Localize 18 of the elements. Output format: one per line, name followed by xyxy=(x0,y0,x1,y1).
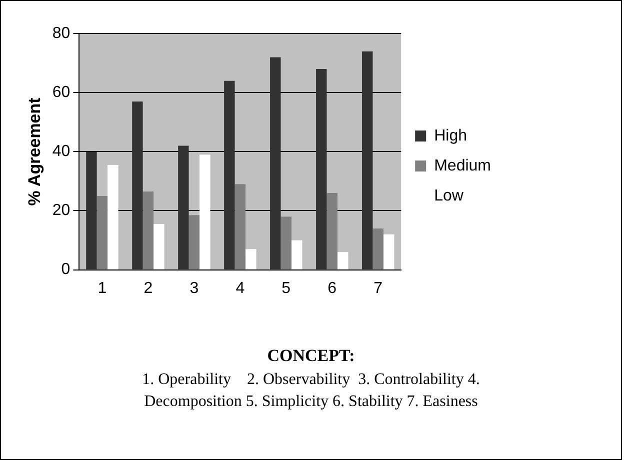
y-tick-label: 60 xyxy=(52,84,70,102)
text: Low xyxy=(434,187,464,204)
legend-label: Medium xyxy=(434,157,491,174)
x-axis-title: CONCEPT: xyxy=(266,346,356,366)
y-tick-label: 20 xyxy=(52,202,70,220)
x-tick-label: 4 xyxy=(236,280,245,297)
x-tick-label: 1 xyxy=(98,280,107,297)
y-tick-label: 0 xyxy=(61,261,70,278)
legend-label: High xyxy=(434,127,467,144)
text: 1. Operability 2. Observability 3. Controlability 4. Decomposition 5. Simplicity 6. Stability 7. Easiness xyxy=(141,370,481,412)
y-axis-title: % Agreement xyxy=(24,97,44,206)
x-tick-label: 3 xyxy=(190,280,199,297)
x-tick-label: 6 xyxy=(328,280,337,297)
y-tick-label: 40 xyxy=(52,143,70,160)
x-tick-label: 5 xyxy=(282,280,291,297)
x-tick-label: 7 xyxy=(374,280,383,297)
y-tick-label: 80 xyxy=(52,25,70,42)
x-tick-label: 2 xyxy=(144,280,153,297)
